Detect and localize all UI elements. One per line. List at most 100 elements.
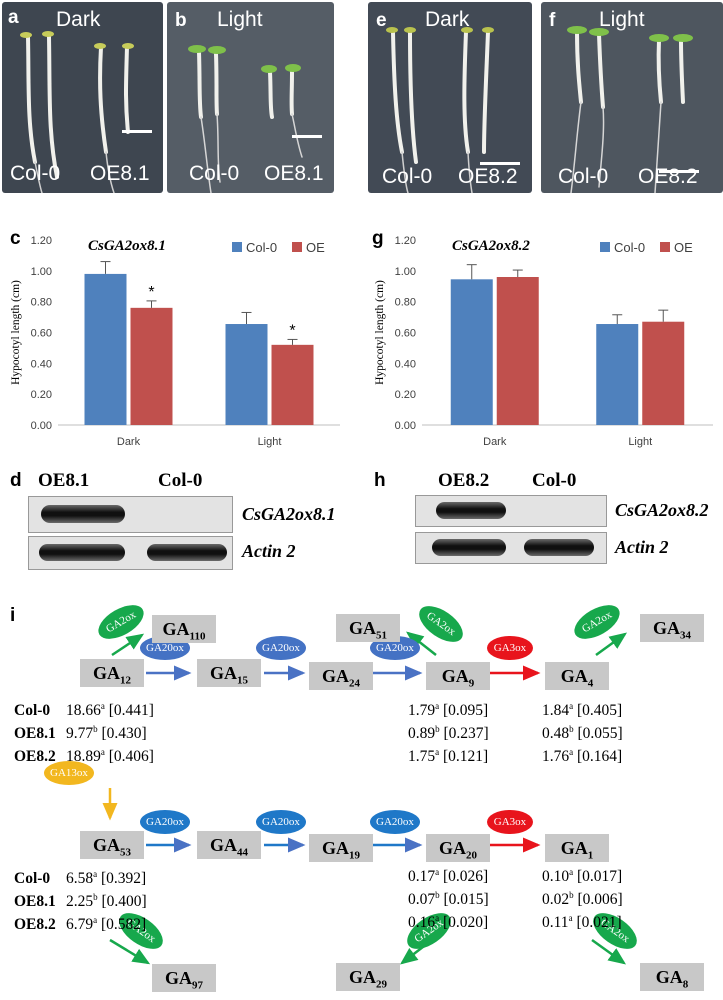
significance-letter: a [435,747,440,758]
significance-letter: b [93,724,98,735]
genotype-label-left: Col-0 [10,162,61,185]
y-tick-label: 0.20 [31,389,52,401]
y-tick-label: 0.80 [31,297,52,309]
error-text: [0.055] [573,725,623,743]
significance-marker: * [148,284,154,301]
value-row: 0.48b [0.055] [542,720,623,743]
genotype-label: OE8.1 [14,893,56,911]
enzyme-ga20ox: GA20ox [140,810,190,834]
node-ga53: GA53 [80,831,144,859]
value-text: 0.17 [408,868,436,886]
values-ga4: 1.84a [0.405] 0.48b [0.055] 1.76a [0.164] [542,697,623,766]
value-row: 1.75a [0.121] [408,743,489,766]
legend-label: OE [306,240,325,255]
node-ga24: GA24 [309,662,373,690]
error-text: [0.017] [573,868,623,886]
values-ga1: 0.10a [0.017] 0.02b [0.006] 0.11a [0.021] [542,863,623,932]
arrow-ga53-ga97 [109,938,151,965]
values-ga12: Col-0 18.66a [0.441] OE8.1 9.77b [0.430] OE8… [14,697,154,766]
value-text: 0.48 [542,725,570,743]
value-row: OE8.1 9.77b [0.430] [14,720,154,743]
error-text: [0.582] [97,916,147,934]
significance-letter: a [568,913,573,924]
genotype-label-left: Col-0 [558,165,609,188]
photo-panel-e: e Dark Col-0 OE8.2 [368,2,532,193]
gel-band [147,544,227,561]
error-text: [0.021] [572,914,622,932]
value-row: 0.11a [0.021] [542,909,623,932]
seedling-illustration [386,27,520,193]
condition-label: Dark [56,8,101,31]
bar [496,277,539,425]
arrow-ga1-ga8 [591,938,627,965]
genotype-label-left: Col-0 [189,162,240,185]
x-tick-label: Dark [483,436,507,448]
significance-letter: a [93,869,98,879]
value-row: 0.07b [0.015] [408,886,489,909]
genotype-label: OE8.1 [14,725,56,743]
node-ga9: GA9 [426,662,490,690]
significance-letter: a [569,867,574,877]
value-text: 18.89 [66,748,101,766]
error-text: [0.015] [439,891,489,909]
gel-image [415,495,607,527]
values-ga20: 0.17a [0.026] 0.07b [0.015] 0.16a [0.020] [408,863,489,932]
panel-letter-e: e [376,10,387,31]
gel-band [39,544,125,561]
genotype-label-left: Col-0 [382,165,433,188]
genotype-label-right: OE8.1 [90,162,150,185]
value-row: 0.02b [0.006] [542,886,623,909]
x-tick-label: Light [258,436,282,448]
value-text: 1.84 [542,702,570,720]
node-ga110: GA110 [152,615,216,643]
gel-band [41,505,125,523]
genotype-label: Col-0 [14,702,51,720]
value-text: 0.11 [542,914,569,932]
panel-letter-d: d [10,470,22,491]
x-tick-label: Light [628,436,652,448]
y-tick-label: 0.00 [31,420,52,432]
error-text: [0.405] [573,702,623,720]
values-ga53: Col-0 6.58a [0.392] OE8.1 2.25b [0.400] OE8.… [14,865,147,934]
legend-label: Col-0 [246,240,277,255]
enzyme-ga3ox: GA3ox [487,636,533,660]
error-text: [0.400] [97,893,147,911]
seedling-illustration [20,31,152,193]
error-text: [0.441] [104,702,154,720]
value-text: 0.16 [408,914,436,932]
gel-band [524,539,594,556]
node-ga19: GA19 [309,834,373,862]
value-row: 1.76a [0.164] [542,743,623,766]
gel-lane-label: Col-0 [532,470,577,491]
error-text: [0.095] [439,702,489,720]
node-ga51: GA51 [336,614,400,642]
significance-letter: a [435,913,440,924]
gel-lane-label: OE8.1 [38,470,90,491]
y-axis-label: Hypocotyl length (cm) [374,280,386,385]
bar [642,321,685,425]
node-ga44: GA44 [197,831,261,859]
bar [271,344,314,425]
values-ga9: 1.79a [0.095] 0.89b [0.237] 1.75a [0.121] [408,697,489,766]
significance-letter: a [435,701,440,711]
enzyme-ga20ox: GA20ox [256,810,306,834]
panel-letter-i: i [10,605,16,626]
bar [130,307,173,425]
panel-letter-g: g [372,228,384,249]
node-ga15: GA15 [197,659,261,687]
y-tick-label: 1.20 [395,235,416,247]
value-text: 9.77 [66,725,94,743]
panel-letter-f: f [549,10,556,31]
significance-letter: a [435,867,440,877]
y-tick-label: 0.20 [395,389,416,401]
y-tick-label: 0.80 [395,297,416,309]
bar [84,273,127,425]
significance-letter: a [93,915,98,926]
value-text: 6.79 [66,916,94,934]
y-axis-label: Hypocotyl length (cm) [10,280,22,385]
value-text: 2.25 [66,893,94,911]
chart-title: CsGA2ox8.1 [88,238,166,254]
gel-lane-label: Col-0 [158,470,203,491]
arrow-ga12-ga110 [111,633,145,657]
value-text: 0.89 [408,725,436,743]
